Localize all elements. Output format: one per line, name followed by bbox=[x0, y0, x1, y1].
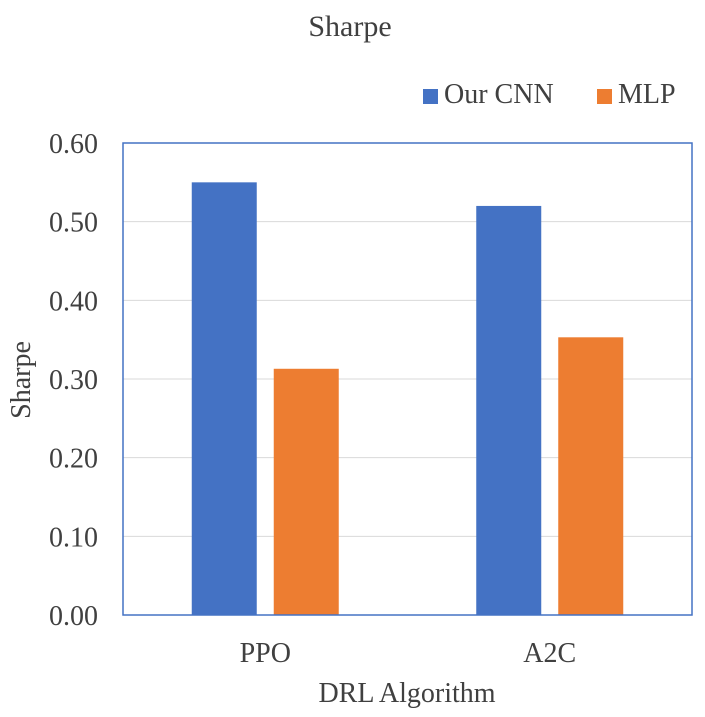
legend-label: Our CNN bbox=[444, 79, 554, 110]
y-tick-label: 0.00 bbox=[49, 601, 98, 632]
plot-frame bbox=[122, 142, 693, 616]
x-tick-label: A2C bbox=[523, 638, 576, 669]
y-axis-label: Sharpe bbox=[6, 341, 37, 419]
chart-title: Sharpe bbox=[308, 10, 391, 43]
y-tick-label: 0.20 bbox=[49, 444, 98, 475]
y-tick-label: 0.60 bbox=[49, 129, 98, 160]
y-tick-label: 0.30 bbox=[49, 365, 98, 396]
bar-our-cnn-a2c bbox=[476, 205, 542, 615]
x-axis-label: DRL Algorithm bbox=[318, 678, 495, 709]
bar-mlp-a2c bbox=[558, 337, 624, 615]
y-tick-label: 0.50 bbox=[49, 208, 98, 239]
legend: Our CNN MLP bbox=[423, 79, 676, 110]
legend-swatch-mlp bbox=[597, 89, 612, 104]
bar-mlp-ppo bbox=[273, 368, 339, 615]
bar-our-cnn-ppo bbox=[191, 182, 257, 616]
legend-label: MLP bbox=[618, 79, 676, 110]
y-tick-label: 0.40 bbox=[49, 286, 98, 317]
x-tick-labels: PPO A2C bbox=[240, 638, 577, 669]
legend-swatch-our-cnn bbox=[423, 89, 438, 104]
x-tick-label: PPO bbox=[240, 638, 291, 669]
y-tick-labels: 0.00 0.10 0.20 0.30 0.40 0.50 0.60 bbox=[49, 129, 98, 632]
y-tick-label: 0.10 bbox=[49, 522, 98, 553]
bars bbox=[191, 182, 624, 616]
